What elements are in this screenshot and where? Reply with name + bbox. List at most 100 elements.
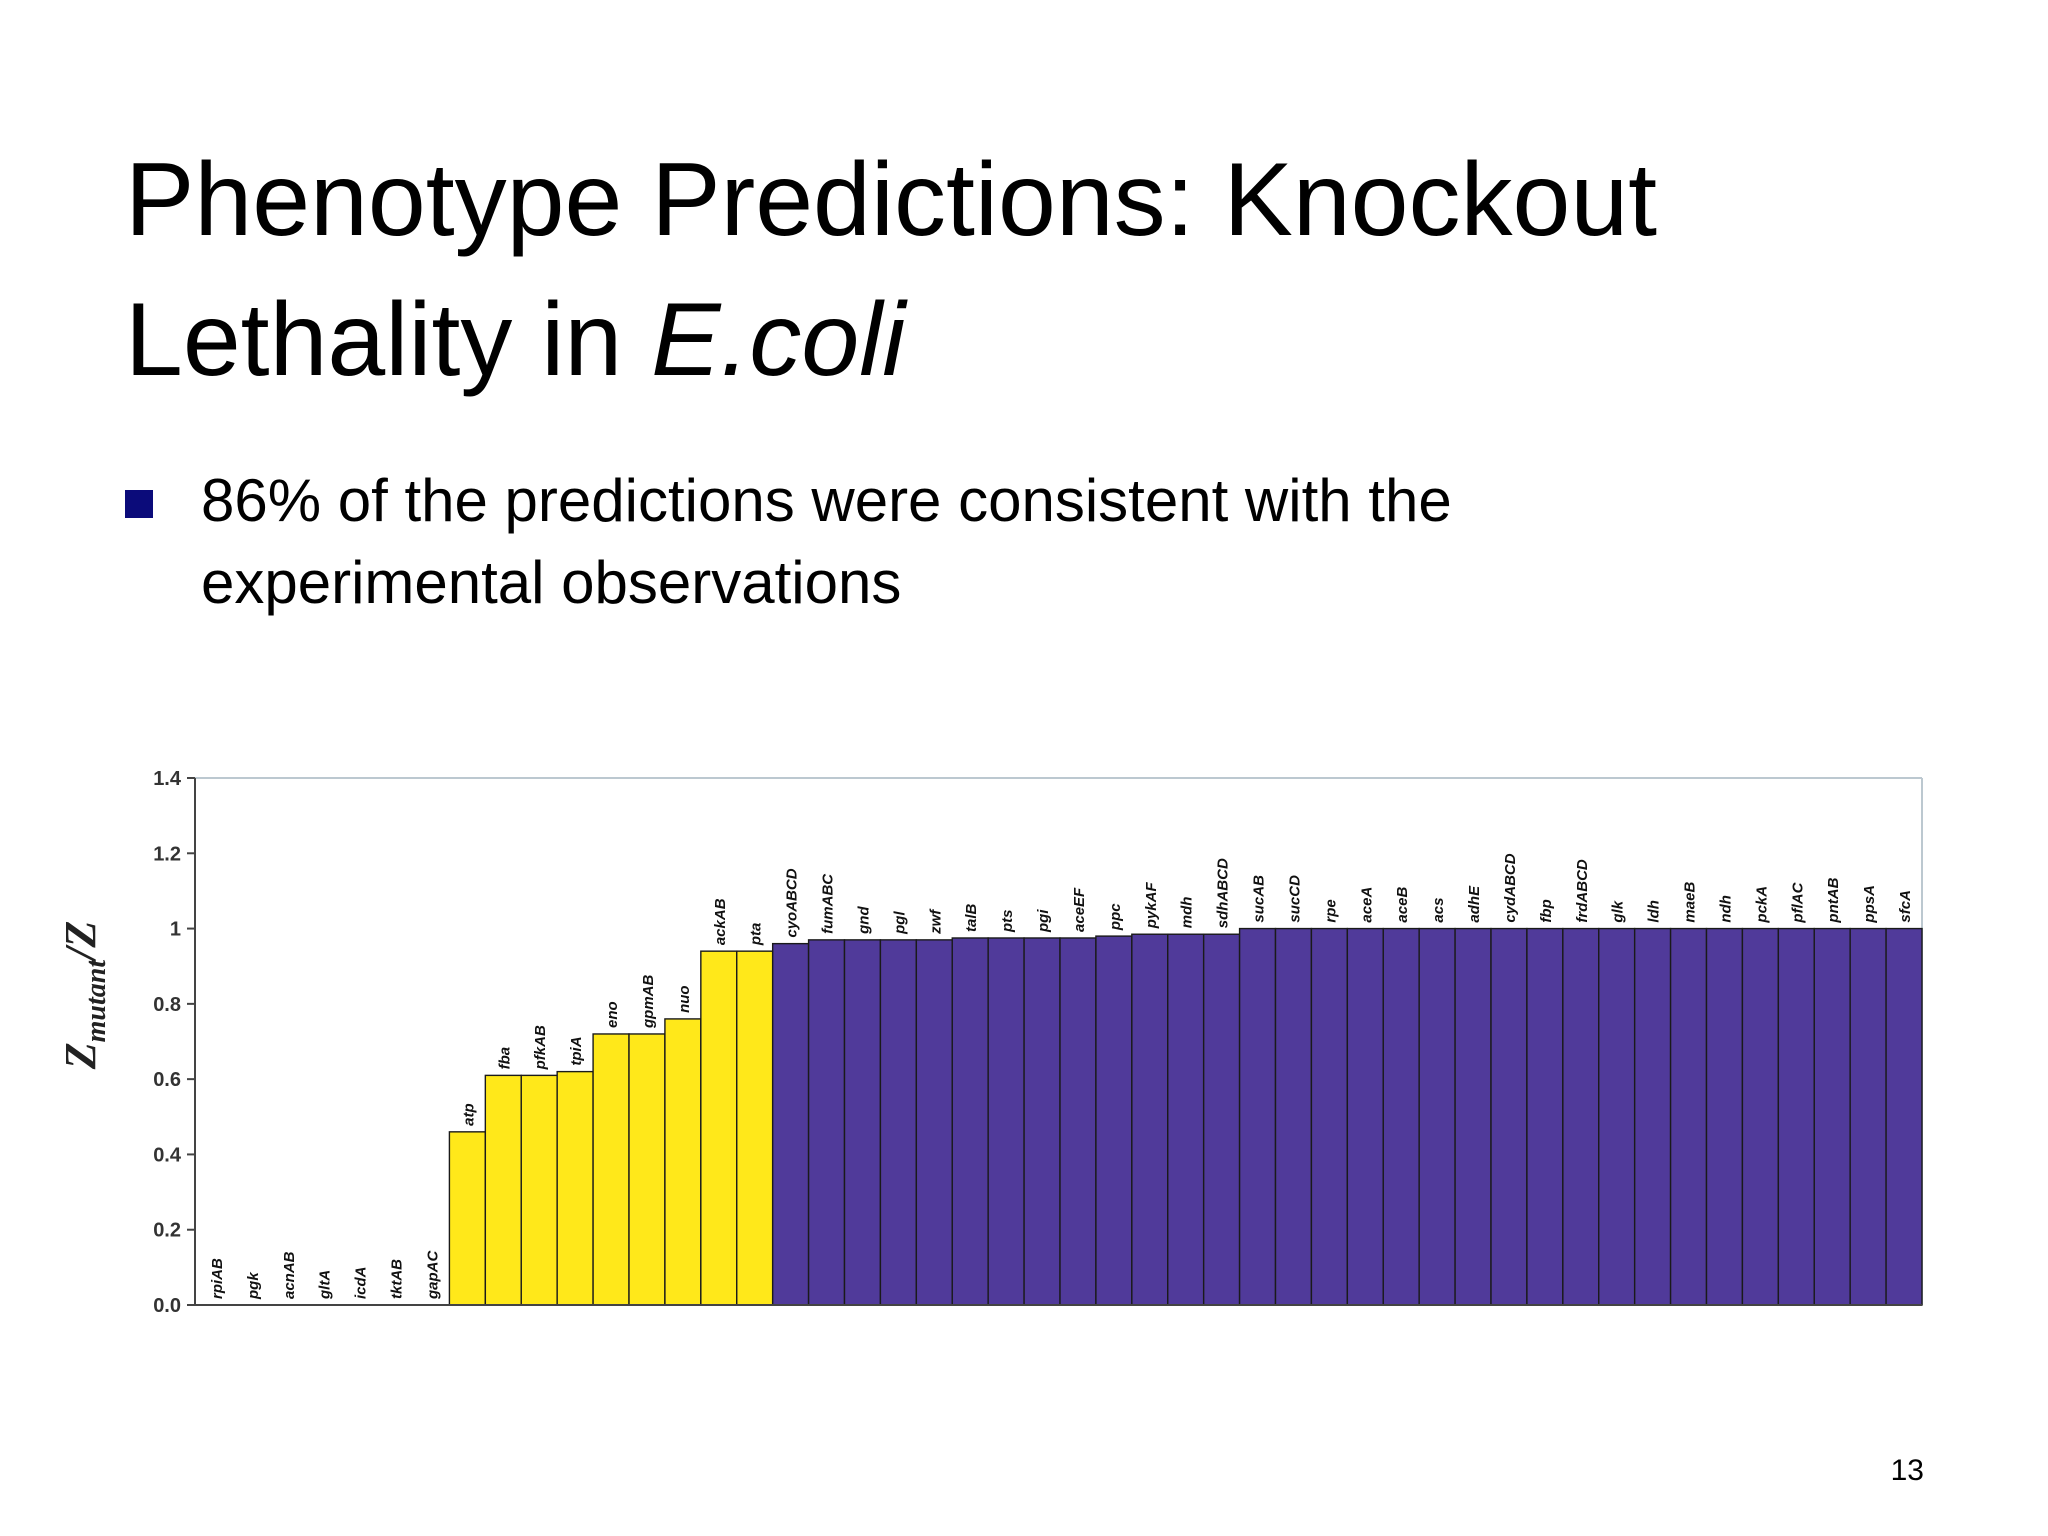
bar-pntAB	[1813, 927, 1851, 1306]
bar-pgl	[879, 939, 918, 1306]
bar-label: adhE	[1466, 885, 1483, 923]
bar-label: glk	[1610, 900, 1627, 923]
bar-rpe	[1310, 927, 1349, 1306]
y-tick-label: 0.8	[153, 994, 181, 1016]
bar-maeB	[1669, 927, 1708, 1306]
bar-label: ppsA	[1861, 885, 1878, 924]
bar-pckA	[1741, 927, 1780, 1306]
bar-label: cyoABCD	[784, 868, 801, 937]
bar-label: rpiAB	[209, 1258, 226, 1299]
y-axis-label-subscript: mutant	[81, 959, 112, 1043]
bar-label: sfcA	[1897, 890, 1914, 923]
bar-sfcA	[1885, 927, 1923, 1306]
bar-gpmAB	[628, 1033, 666, 1306]
bar-label: icdA	[353, 1266, 370, 1299]
bar-label: tpiA	[568, 1036, 585, 1065]
bar-gnd	[843, 939, 882, 1306]
bar-label: pts	[999, 909, 1016, 933]
y-tick-label: 1	[170, 919, 181, 941]
bar-label: aceA	[1358, 887, 1375, 923]
bar-ndh	[1705, 927, 1744, 1306]
bar-ldh	[1633, 927, 1672, 1306]
bar-label: ackAB	[712, 898, 729, 945]
bar-pflAC	[1777, 927, 1815, 1306]
title-line-2: Lethality in E.coli	[125, 282, 905, 398]
bar-pts	[987, 937, 1025, 1306]
bar-label: acs	[1430, 898, 1447, 923]
y-tick-label: 0.6	[153, 1069, 181, 1091]
bar-pta	[736, 950, 774, 1306]
title-line-2-plain: Lethality in	[125, 282, 652, 398]
bar-ppc	[1095, 935, 1133, 1306]
bar-sucCD	[1274, 927, 1313, 1306]
bar-label: ldh	[1646, 900, 1663, 923]
bar-acs	[1418, 927, 1456, 1306]
bar-nuo	[664, 1018, 702, 1306]
bar-label: fba	[496, 1047, 513, 1070]
y-tick-label: 1.4	[153, 768, 182, 790]
bar-label: fbp	[1538, 899, 1555, 922]
bar-adhE	[1454, 927, 1492, 1306]
bar-ackAB	[700, 950, 738, 1306]
slide-title: Phenotype Predictions: Knockout Lethalit…	[125, 130, 1657, 410]
bar-label: fumABC	[820, 873, 837, 934]
bar-label: cydABCD	[1502, 853, 1519, 922]
bar-fbp	[1526, 927, 1564, 1306]
bar-cydABCD	[1490, 927, 1528, 1306]
bar-label: zwf	[927, 908, 944, 935]
bar-fba	[484, 1074, 522, 1306]
y-axis-label: Zmutant/Z	[56, 921, 112, 1070]
bar-pfkAB	[520, 1074, 558, 1306]
bar-eno	[592, 1033, 630, 1306]
bar-label: pgk	[245, 1272, 262, 1300]
y-tick-label: 1.2	[153, 843, 181, 865]
bar-label: sdhABCD	[1215, 858, 1232, 928]
bar-sdhABCD	[1202, 933, 1241, 1306]
bar-label: tktAB	[389, 1259, 406, 1299]
bar-atp	[448, 1131, 487, 1306]
bar-label: pgl	[891, 911, 908, 935]
bar-glk	[1598, 927, 1636, 1306]
bar-label: aceB	[1394, 887, 1411, 923]
bar-talB	[951, 937, 989, 1306]
bar-pgi	[1023, 937, 1061, 1306]
bar-aceEF	[1059, 937, 1097, 1306]
y-tick-label: 0.2	[153, 1220, 181, 1242]
bar-label: gapAC	[424, 1250, 441, 1301]
bar-label: gnd	[855, 906, 872, 935]
bar-label: frdABCD	[1574, 859, 1591, 922]
y-tick-label: 0.4	[153, 1144, 182, 1166]
bar-label: maeB	[1682, 882, 1699, 923]
bullet-list-item: 86% of the predictions were consistent w…	[125, 460, 1701, 624]
title-organism-italic: E.coli	[651, 282, 906, 398]
bar-label: pckA	[1753, 886, 1770, 924]
bar-label: gltA	[317, 1270, 334, 1300]
y-axis-label-tail: /Z	[56, 921, 105, 963]
chart-svg: rpiAB pgk acnAB gltA icdA tktAB gapAC atp fba pfk…	[56, 768, 1923, 1317]
bar-pykAF	[1131, 933, 1169, 1306]
bar-label: pykAF	[1143, 882, 1160, 930]
bar-label: sucAB	[1251, 875, 1268, 923]
bar-label: ppc	[1107, 903, 1124, 931]
bar-label: pflAC	[1789, 881, 1806, 923]
bullet-text: 86% of the predictions were consistent w…	[201, 467, 1452, 616]
bar-tpiA	[556, 1070, 594, 1306]
bar-aceA	[1346, 927, 1384, 1306]
bar-label: pgi	[1035, 909, 1052, 933]
bar-label: acnAB	[281, 1251, 298, 1299]
bar-label: pta	[748, 923, 765, 947]
bar-zwf	[915, 939, 953, 1306]
bar-label: talB	[963, 903, 980, 932]
bar-label: mdh	[1179, 897, 1196, 929]
bar-sucAB	[1238, 927, 1277, 1306]
bar-fumABC	[807, 939, 846, 1306]
bar-cyoABCD	[771, 942, 810, 1306]
square-bullet-icon	[125, 490, 153, 518]
bar-mdh	[1167, 933, 1205, 1306]
y-tick-label: 0.0	[153, 1295, 181, 1317]
bar-label: gpmAB	[640, 974, 657, 1028]
bar-label: pntAB	[1825, 877, 1842, 923]
slide-number: 13	[1890, 1454, 1924, 1487]
bar-ppsA	[1849, 927, 1887, 1306]
bar-label: pfkAB	[532, 1025, 549, 1070]
